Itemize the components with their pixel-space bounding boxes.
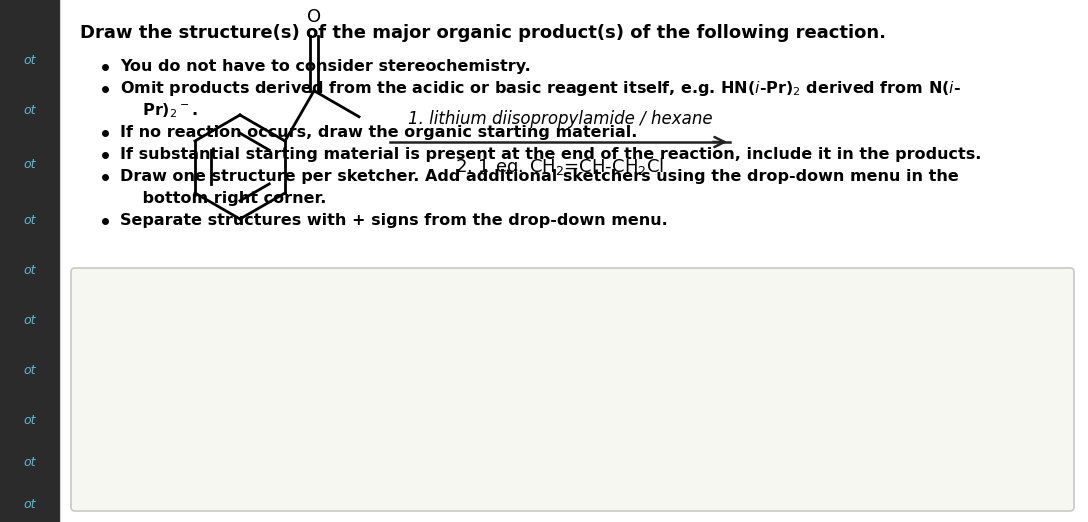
- Text: Separate structures with + signs from the drop-down menu.: Separate structures with + signs from th…: [120, 213, 668, 229]
- Text: 1. lithium diisopropylamide / hexane: 1. lithium diisopropylamide / hexane: [408, 110, 713, 128]
- Text: ot: ot: [24, 363, 36, 376]
- Text: ot: ot: [24, 499, 36, 512]
- Text: If no reaction occurs, draw the organic starting material.: If no reaction occurs, draw the organic …: [120, 125, 638, 140]
- Text: If substantial starting material is present at the end of the reaction, include : If substantial starting material is pres…: [120, 148, 981, 162]
- Text: ot: ot: [24, 53, 36, 66]
- Text: ot: ot: [24, 456, 36, 469]
- Bar: [0, 0, 60, 522]
- Text: Omit products derived from the acidic or basic reagent itself, e.g. HN($i$-Pr)$_: Omit products derived from the acidic or…: [120, 79, 961, 99]
- Text: ot: ot: [24, 314, 36, 326]
- Text: Draw one structure per sketcher. Add additional sketchers using the drop-down me: Draw one structure per sketcher. Add add…: [120, 170, 959, 184]
- Text: You do not have to consider stereochemistry.: You do not have to consider stereochemis…: [120, 60, 531, 75]
- Text: bottom right corner.: bottom right corner.: [120, 192, 326, 207]
- Text: Pr)$_2$$^-$.: Pr)$_2$$^-$.: [120, 102, 198, 121]
- Text: ot: ot: [24, 413, 36, 426]
- Text: ot: ot: [24, 103, 36, 116]
- Text: ot: ot: [24, 159, 36, 172]
- FancyBboxPatch shape: [71, 268, 1074, 511]
- Text: O: O: [307, 8, 321, 26]
- Text: ot: ot: [24, 264, 36, 277]
- Text: ot: ot: [24, 213, 36, 227]
- Text: Draw the structure(s) of the major organic product(s) of the following reaction.: Draw the structure(s) of the major organ…: [81, 24, 886, 42]
- Text: 2. 1 eq. CH$_2$=CH-CH$_2$Cl: 2. 1 eq. CH$_2$=CH-CH$_2$Cl: [456, 156, 665, 178]
